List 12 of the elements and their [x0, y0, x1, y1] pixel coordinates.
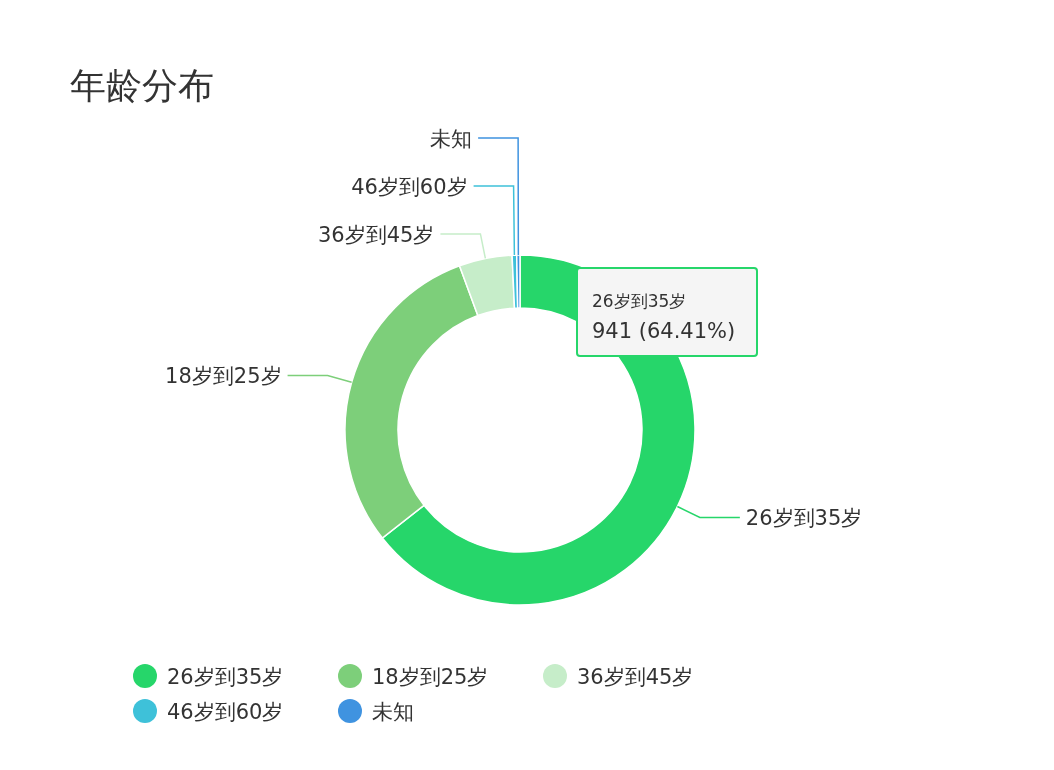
slice-label: 26岁到35岁 [745, 506, 863, 531]
legend-label: 36岁到45岁 [577, 665, 694, 689]
legend-label: 未知 [372, 700, 414, 724]
slice-label: 18岁到25岁 [165, 364, 282, 389]
legend-label: 46岁到60岁 [167, 700, 284, 724]
slice-label: 未知 [430, 126, 473, 151]
chart-title: 年龄分布 [70, 65, 214, 106]
legend-label: 26岁到35岁 [167, 665, 284, 689]
tooltip: 26岁到35岁 941 (64.41%) [576, 267, 758, 357]
legend-label: 18岁到25岁 [372, 665, 489, 689]
slice-label: 46岁到60岁 [351, 174, 468, 199]
slice-label: 36岁到45岁 [317, 222, 435, 247]
